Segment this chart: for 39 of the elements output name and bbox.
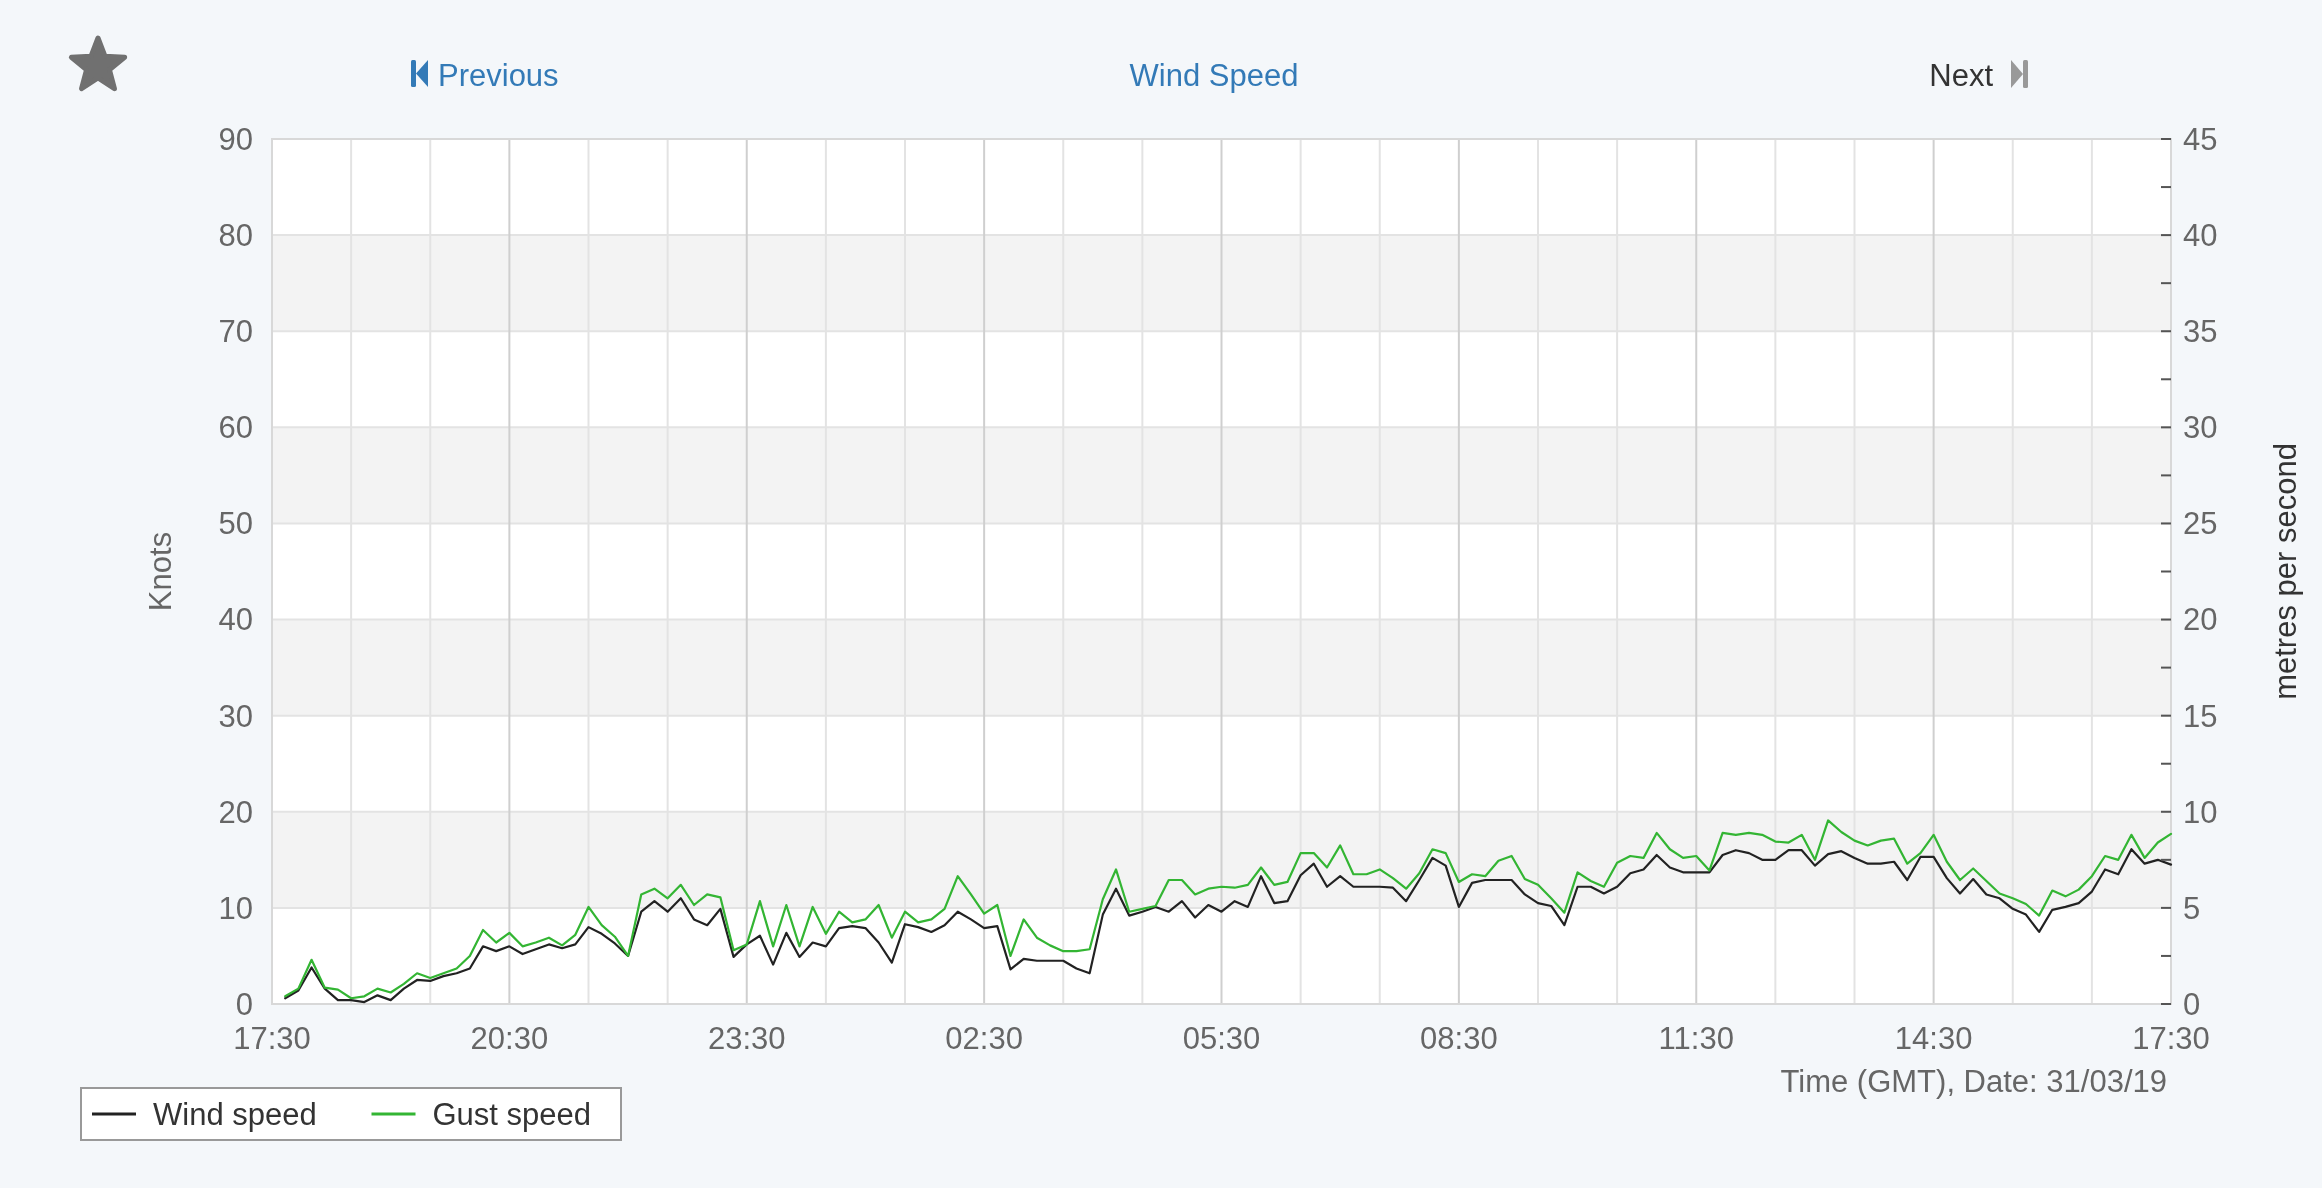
y-tick-label: 80 <box>218 217 253 253</box>
y2-tick-label: 20 <box>2183 602 2218 638</box>
chart-title: Wind Speed <box>1129 58 1299 93</box>
y-tick-label: 90 <box>218 121 253 157</box>
y2-tick-label: 45 <box>2183 121 2218 157</box>
y2-tick-label: 15 <box>2183 698 2218 734</box>
legend-label: Gust speed <box>432 1096 592 1132</box>
y-tick-label: 20 <box>218 794 253 830</box>
y-tick-label: 50 <box>218 506 253 542</box>
x-tick-label: 08:30 <box>1420 1020 1498 1056</box>
y2-tick-label: 40 <box>2183 217 2218 253</box>
y-tick-label: 30 <box>218 698 253 734</box>
x-axis-title: Time (GMT), Date: 31/03/19 <box>1780 1063 2167 1099</box>
y2-tick-label: 10 <box>2183 794 2218 830</box>
y-tick-label: 40 <box>218 602 253 638</box>
y-axis-title: Knots <box>142 531 178 612</box>
x-tick-label: 20:30 <box>470 1020 549 1056</box>
x-tick-label: 17:30 <box>233 1020 311 1056</box>
x-tick-label: 11:30 <box>1658 1020 1734 1056</box>
text: Next <box>1929 58 1994 93</box>
x-tick-label: 02:30 <box>945 1020 1023 1056</box>
y-tick-label: 60 <box>218 410 253 446</box>
y2-tick-label: 25 <box>2183 506 2218 542</box>
y2-tick-label: 0 <box>2183 986 2201 1022</box>
y-tick-label: 0 <box>235 986 253 1022</box>
line-series <box>284 819 2173 1000</box>
y-tick-label: 10 <box>218 890 253 926</box>
x-tick-label: 14:30 <box>1894 1020 1973 1056</box>
y2-axis-title: metres per second <box>2267 443 2303 700</box>
text: Previous <box>438 58 559 93</box>
y-tick-label: 70 <box>218 314 253 350</box>
y2-tick-label: 5 <box>2183 890 2201 926</box>
x-tick-label: 23:30 <box>707 1020 786 1056</box>
legend-label: Wind speed <box>153 1096 317 1132</box>
x-tick-label: 05:30 <box>1182 1020 1261 1056</box>
y2-tick-label: 30 <box>2183 410 2218 446</box>
x-tick-label: 17:30 <box>2132 1020 2210 1056</box>
y2-tick-label: 35 <box>2183 314 2218 350</box>
line-series <box>284 848 2173 1004</box>
